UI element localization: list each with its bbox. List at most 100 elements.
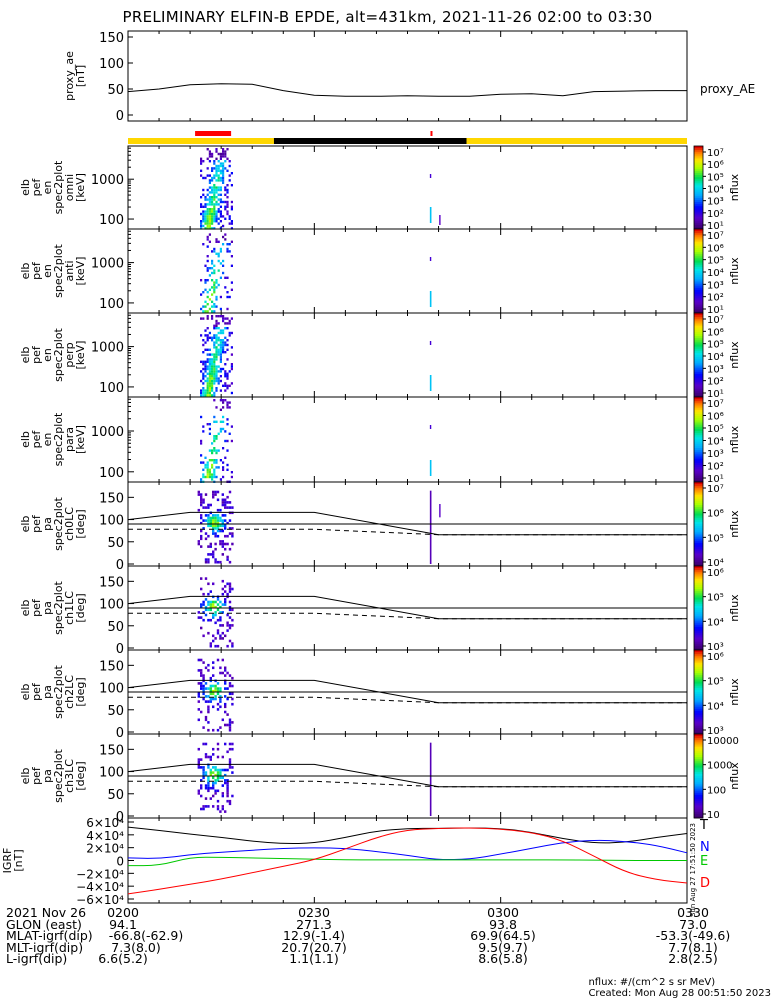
colorbar-tick-label: 10² [707,209,724,220]
spectrogram-cell [221,519,224,522]
spectrogram-cell [206,167,209,170]
series-line-proxy-ae [127,83,687,97]
spectrogram-cell [219,193,222,196]
spectrogram-cell [216,560,220,564]
spectrogram-cell [215,367,218,371]
y-axis-label: [nT] [74,65,87,87]
spectrogram-cell [208,203,211,206]
spectrogram-cell [200,779,203,782]
spectrogram-cell [209,618,212,622]
spectrogram-cell [219,341,222,344]
spectrogram-cell [211,317,214,320]
spectrogram-cell [222,461,225,464]
colorbar-cell [694,231,703,234]
spectrogram-cell [226,555,229,559]
spectrogram-cell [208,370,211,373]
spectrogram-cell [197,493,200,496]
spectrogram-cell [202,425,205,428]
colorbar-cell [694,172,703,176]
spectrogram-cell [206,379,209,383]
spectrogram-cell [215,240,218,243]
spectrogram-cell [214,514,217,517]
colorbar-cell [694,792,703,796]
spectrogram-cell [200,545,203,548]
spectrogram-cell [222,420,225,423]
spectrogram-cell [224,603,227,606]
spectrogram-cell [216,608,220,612]
y-axis-label: ch0LC [63,507,76,541]
spectrogram-cell [208,459,211,462]
spectrogram-cell [215,298,218,301]
spectrogram-cell [209,545,212,548]
x-axis: Sun Aug 27 17:51:50 2023 [689,823,697,917]
spectrogram-cell [202,501,205,504]
spectrogram-cell [219,427,222,431]
spectrogram-cell [212,634,215,638]
y-axis-label: spec2plot [52,749,65,803]
spectrogram-cell [213,269,216,272]
spectrogram-cell [224,547,227,551]
spectrogram-cell [197,682,200,685]
spectrogram-cell [226,295,229,299]
spectrogram-cell [230,471,233,474]
row-label: MLT-igrf(dip) [6,939,84,955]
spectrogram-cell [226,495,229,499]
colorbar-cell [694,197,703,201]
spectrogram-cell [216,773,220,777]
row-value: 73.0 [679,916,707,932]
y-tick-label: 50 [107,536,124,551]
spectrogram-cell [212,605,215,609]
spectrogram-cell [214,644,217,648]
row-value: 1.1(1.1) [289,951,339,967]
spectrogram-cell [204,558,208,561]
colorbar-cell [694,740,703,743]
spectrogram-cell [228,747,232,751]
spectrogram-cell [215,451,218,455]
colorbar-cell [694,629,703,632]
colorbar-cell [694,327,703,331]
spectrogram-cell [204,334,207,337]
spectrogram-cell [208,210,211,213]
spectrogram-cell [200,415,203,419]
colorbar-cell [694,361,703,364]
spectrogram-cell [213,358,216,361]
spectrogram-cell [219,671,222,675]
spectrogram-cell [208,427,211,431]
spectrogram-cell [212,516,215,520]
spectrogram-cell [206,353,209,356]
spectrogram-cell [208,473,211,476]
spectrogram-cell [215,295,218,299]
spectrogram-cell [204,493,208,496]
spectrogram-cell [200,205,203,208]
spectrogram-cell [200,379,203,383]
spectrogram-cell [226,786,229,790]
spectrogram-cell [226,205,229,208]
spectrogram-cell [219,773,222,777]
spectrogram-cell [206,203,209,206]
spectrogram-cell [226,789,229,793]
spectrogram-cell [211,358,214,361]
spectrogram-cell [212,514,215,517]
spectrogram-cell [215,210,218,213]
colorbar-cell [694,420,703,423]
colorbar-cell [694,435,703,438]
y-axis-label: spec2plot [52,328,65,382]
spectrogram-cell [219,247,222,251]
spectrogram-cell [208,377,211,380]
spectrogram-cell [207,700,210,703]
spectrogram-cell [213,334,216,337]
spectrogram-cell [212,603,215,606]
spectrogram-cell [224,534,227,538]
colorbar-cell [694,744,703,748]
colorbar-cell [694,559,703,563]
colorbar-cell [694,428,703,432]
spectrogram-cell [202,726,205,729]
colorbar-cell [694,465,703,468]
spectrogram-cell [226,750,229,754]
spectrogram-cell [207,618,210,622]
spectrogram-cell [202,367,205,371]
spectrogram-cell [219,200,222,204]
side-timestamp: Sun Aug 27 17:51:50 2023 [689,823,697,917]
spectrogram-cell [224,682,227,685]
